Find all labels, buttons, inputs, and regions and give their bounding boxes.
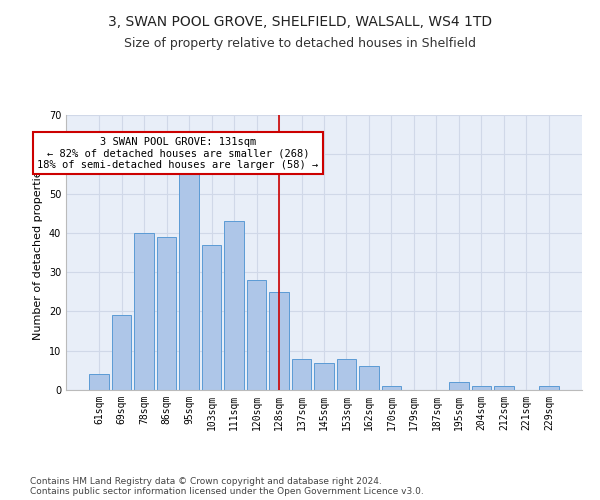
- Bar: [382, 386, 401, 390]
- Bar: [224, 221, 244, 390]
- Bar: [472, 386, 491, 390]
- Bar: [359, 366, 379, 390]
- Text: Size of property relative to detached houses in Shelfield: Size of property relative to detached ho…: [124, 38, 476, 51]
- Bar: [179, 174, 199, 390]
- Bar: [202, 244, 221, 390]
- Bar: [449, 382, 469, 390]
- Bar: [157, 237, 176, 390]
- Bar: [539, 386, 559, 390]
- Bar: [134, 233, 154, 390]
- Bar: [494, 386, 514, 390]
- Bar: [89, 374, 109, 390]
- Bar: [292, 358, 311, 390]
- Bar: [112, 316, 131, 390]
- Y-axis label: Number of detached properties: Number of detached properties: [33, 165, 43, 340]
- Text: Contains HM Land Registry data © Crown copyright and database right 2024.: Contains HM Land Registry data © Crown c…: [30, 477, 382, 486]
- Bar: [269, 292, 289, 390]
- Bar: [247, 280, 266, 390]
- Text: 3 SWAN POOL GROVE: 131sqm
← 82% of detached houses are smaller (268)
18% of semi: 3 SWAN POOL GROVE: 131sqm ← 82% of detac…: [37, 136, 319, 170]
- Bar: [337, 358, 356, 390]
- Bar: [314, 362, 334, 390]
- Text: Contains public sector information licensed under the Open Government Licence v3: Contains public sector information licen…: [30, 487, 424, 496]
- Text: 3, SWAN POOL GROVE, SHELFIELD, WALSALL, WS4 1TD: 3, SWAN POOL GROVE, SHELFIELD, WALSALL, …: [108, 15, 492, 29]
